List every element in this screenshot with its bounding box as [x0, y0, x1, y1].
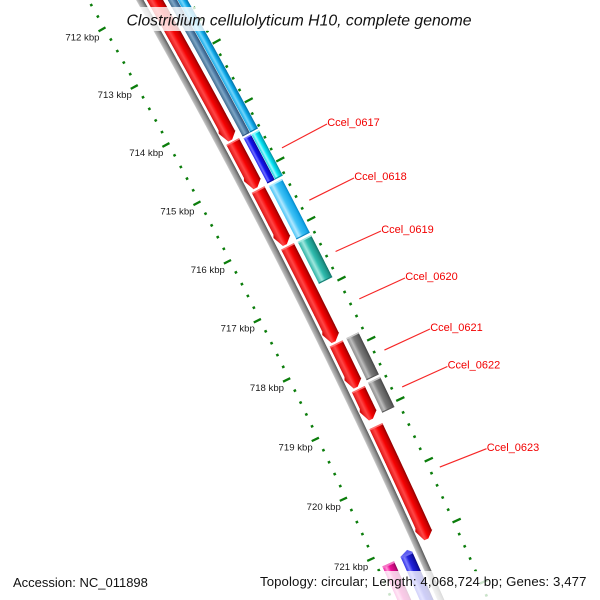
svg-text:Ccel_0618: Ccel_0618 [354, 171, 407, 183]
svg-text:714 kbp: 714 kbp [129, 148, 163, 159]
svg-text:Ccel_0621: Ccel_0621 [430, 322, 483, 334]
svg-text:Ccel_0619: Ccel_0619 [381, 224, 434, 236]
svg-text:721 kbp: 721 kbp [334, 562, 368, 573]
svg-text:Topology: circular; Length: 4,: Topology: circular; Length: 4,068,724 bp… [260, 574, 587, 589]
svg-text:718 kbp: 718 kbp [250, 383, 284, 394]
svg-text:713 kbp: 713 kbp [98, 90, 132, 101]
svg-text:Ccel_0617: Ccel_0617 [327, 117, 380, 129]
svg-text:719 kbp: 719 kbp [279, 442, 313, 453]
svg-text:Clostridium cellulolyticum H10: Clostridium cellulolyticum H10, complete… [126, 12, 471, 29]
svg-text:Accession: NC_011898: Accession: NC_011898 [13, 575, 148, 590]
svg-text:712 kbp: 712 kbp [65, 33, 99, 44]
svg-text:Ccel_0623: Ccel_0623 [487, 442, 540, 454]
svg-text:Ccel_0622: Ccel_0622 [448, 360, 501, 372]
svg-text:Ccel_0620: Ccel_0620 [405, 271, 458, 283]
svg-text:720 kbp: 720 kbp [307, 502, 341, 513]
svg-text:715 kbp: 715 kbp [160, 206, 194, 217]
svg-text:717 kbp: 717 kbp [221, 324, 255, 335]
svg-text:716 kbp: 716 kbp [191, 265, 225, 276]
